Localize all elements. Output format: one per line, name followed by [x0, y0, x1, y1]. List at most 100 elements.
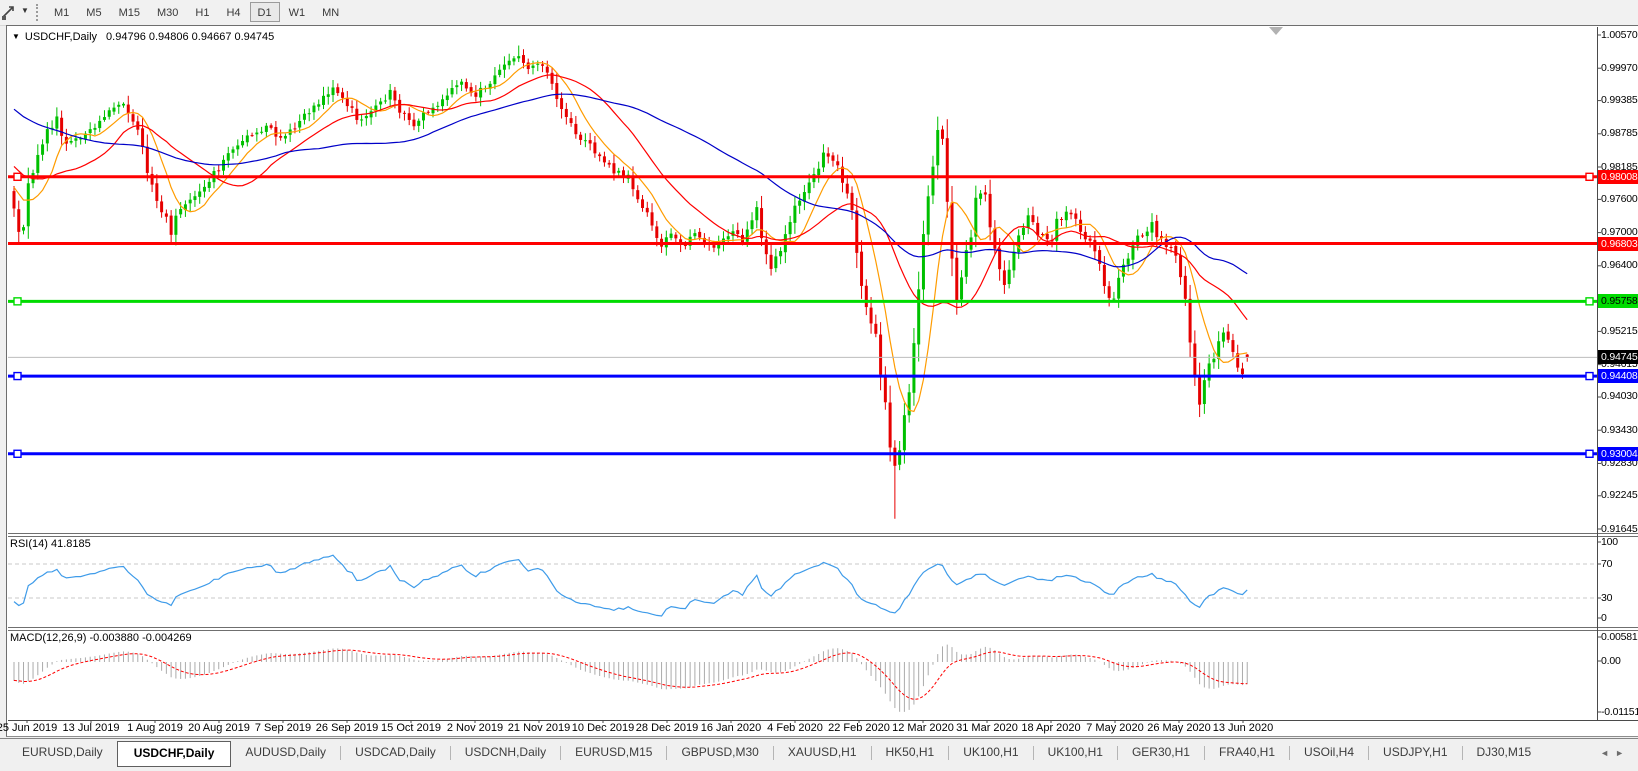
chart-tab[interactable]: USDCAD,Daily: [355, 745, 436, 759]
price-tick-label: 0.98185: [1601, 160, 1638, 173]
date-label: 2 Nov 2019: [446, 722, 504, 734]
hline-price-label[interactable]: 0.95758: [1598, 294, 1638, 309]
timeframe-button-m1[interactable]: M1: [54, 7, 70, 19]
tab-separator: [1461, 746, 1463, 760]
chart-tab[interactable]: GER30,H1: [1131, 745, 1190, 759]
hline-price-label[interactable]: 0.94408: [1598, 369, 1638, 384]
rsi-scale-label: 30: [1601, 591, 1613, 604]
price-tick-label: 0.95215: [1601, 324, 1638, 337]
date-label: 4 Feb 2020: [767, 722, 823, 734]
date-label: 22 Feb 2020: [828, 722, 890, 734]
timeframe-button-m5[interactable]: M5: [86, 7, 102, 19]
price-tick-label: 0.91645: [1601, 522, 1638, 535]
timeframe-button-w1[interactable]: W1: [288, 7, 306, 19]
chart-tab[interactable]: AUDUSD,Daily: [245, 745, 327, 759]
tab-separator: [772, 746, 774, 760]
tab-scroll-right-icon[interactable]: ►: [1615, 748, 1630, 758]
bid-price-label: 0.94745: [1598, 350, 1638, 365]
chart-tab[interactable]: EURUSD,Daily: [22, 745, 103, 759]
price-tick-label: 0.97600: [1601, 192, 1638, 205]
rsi-scale-label: 0: [1601, 611, 1607, 624]
tab-separator: [948, 746, 950, 760]
timeframe-button-d1[interactable]: D1: [249, 2, 280, 22]
hline-price-label[interactable]: 0.96803: [1598, 236, 1638, 251]
tab-separator: [1116, 746, 1118, 760]
chart-tab[interactable]: XAUUSD,H1: [787, 745, 857, 759]
date-label: 10 Dec 2019: [571, 722, 635, 734]
price-tick-label: 0.94030: [1601, 390, 1638, 403]
date-label: 26 Sep 2019: [315, 722, 379, 734]
price-tick-label: 0.99970: [1601, 61, 1638, 74]
price-tick-label: 1.00570: [1601, 28, 1638, 41]
chart-tab[interactable]: USDCNH,Daily: [464, 745, 547, 759]
tab-separator: [449, 746, 451, 760]
chart-tab[interactable]: USOil,H4: [1304, 745, 1355, 759]
tab-separator: [666, 746, 668, 760]
date-label: 7 May 2020: [1086, 722, 1144, 734]
chart-tab-bar: EURUSD,Daily USDCHF,Daily AUDUSD,Daily USDC…: [0, 738, 1638, 771]
tab-separator: [340, 746, 342, 760]
tab-separator: [870, 746, 872, 760]
hline-price-label[interactable]: 0.93004: [1598, 446, 1638, 461]
price-tick-label: 0.96400: [1601, 259, 1638, 272]
tab-scroll-left-icon[interactable]: ◄: [1600, 748, 1616, 758]
chart-tab[interactable]: USDJPY,H1: [1383, 745, 1448, 759]
price-tick-label: 0.97000: [1601, 226, 1638, 239]
date-label: 1 Aug 2019: [127, 722, 183, 734]
toolbar-grip[interactable]: [36, 4, 38, 21]
price-tick-label: 0.93430: [1601, 423, 1638, 436]
chart-dropdown-icon[interactable]: ▼: [12, 32, 20, 41]
chart-tab[interactable]: HK50,H1: [885, 745, 935, 759]
macd-scale-label: -0.011516: [1601, 705, 1638, 718]
tab-separator: [1203, 746, 1205, 760]
macd-scale-label: 0.005818: [1601, 630, 1638, 643]
chart-shift-marker-icon[interactable]: [1269, 27, 1283, 35]
date-label: 12 Mar 2020: [892, 722, 954, 734]
chart-tab[interactable]: EURUSD,M15: [575, 745, 653, 759]
date-label: 28 Dec 2019: [635, 722, 699, 734]
tab-separator: [1032, 746, 1034, 760]
macd-scale-label: 0.00: [1601, 654, 1621, 667]
tab-separator: [1368, 746, 1370, 760]
date-label: 25 Jun 2019: [0, 722, 58, 734]
macd-indicator-label: MACD(12,26,9) -0.003880 -0.004269: [10, 632, 192, 644]
chart-tab[interactable]: GBPUSD,M30: [681, 745, 759, 759]
chart-title: ▼ USDCHF,Daily 0.94796 0.94806 0.94667 0.9…: [12, 31, 274, 43]
rsi-scale-label: 70: [1601, 557, 1613, 570]
timeframe-buttons: M1 M5 M15 M30 H1 H4 D1 W1 MN: [46, 2, 348, 22]
date-label: 31 Mar 2020: [956, 722, 1018, 734]
date-label: 13 Jul 2019: [62, 722, 120, 734]
hline-price-label[interactable]: 0.98008: [1598, 169, 1638, 184]
price-tick-label: 0.98785: [1601, 127, 1638, 140]
chart-tabs: EURUSD,Daily USDCHF,Daily AUDUSD,Daily USDC…: [8, 741, 1545, 767]
chart-tab[interactable]: UK100,H1: [963, 745, 1019, 759]
date-label: 7 Sep 2019: [254, 722, 312, 734]
tab-separator: [1289, 746, 1291, 760]
timeframe-button-m15[interactable]: M15: [118, 7, 140, 19]
rsi-scale-label: 100: [1601, 535, 1618, 548]
date-label: 18 Apr 2020: [1021, 722, 1081, 734]
date-label: 20 Aug 2019: [188, 722, 250, 734]
date-label: 26 May 2020: [1147, 722, 1211, 734]
date-label: 13 Jun 2020: [1212, 722, 1274, 734]
chart-tab[interactable]: DJ30,M15: [1476, 745, 1532, 759]
chart-tab[interactable]: FRA40,H1: [1218, 745, 1276, 759]
price-tick-label: 0.99385: [1601, 94, 1638, 107]
chart-window[interactable]: [6, 25, 1638, 737]
toolbar: ▼ M1 M5 M15 M30 H1 H4 D1 W1 MN: [0, 0, 1638, 26]
timeframe-button-m30[interactable]: M30: [156, 7, 179, 19]
pointer-tool-icon[interactable]: [0, 4, 18, 21]
dropdown-arrow-icon[interactable]: ▼: [21, 6, 29, 15]
tab-separator: [560, 746, 562, 760]
chart-tab[interactable]: UK100,H1: [1047, 745, 1103, 759]
timeframe-button-h4[interactable]: H4: [226, 7, 241, 19]
chart-title-symbol: USDCHF,Daily: [24, 31, 98, 43]
rsi-indicator-label: RSI(14) 41.8185: [10, 538, 91, 550]
price-tick-label: 0.92245: [1601, 489, 1638, 502]
timeframe-button-mn[interactable]: MN: [322, 7, 340, 19]
date-label: 21 Nov 2019: [507, 722, 571, 734]
chart-tab[interactable]: USDCHF,Daily: [116, 741, 232, 767]
timeframe-button-h1[interactable]: H1: [195, 7, 210, 19]
date-label: 16 Jan 2020: [700, 722, 762, 734]
chart-title-ohlc: 0.94796 0.94806 0.94667 0.94745: [106, 31, 275, 43]
